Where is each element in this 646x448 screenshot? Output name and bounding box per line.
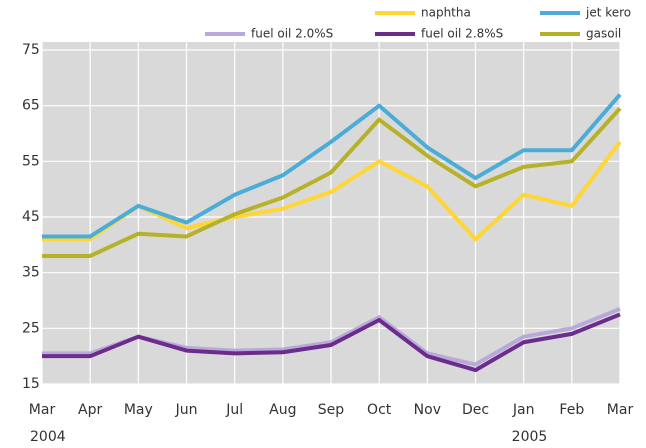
x-tick-label: Aug — [269, 402, 296, 418]
x-tick-label: Oct — [367, 402, 392, 418]
x-tick-label: Apr — [78, 402, 102, 418]
y-tick-label: 45 — [22, 209, 40, 225]
legend-label: fuel oil 2.0%S — [251, 27, 333, 41]
x-tick-label: Mar — [29, 402, 56, 418]
x-tick-label: Jun — [175, 402, 198, 418]
x-year-label: 2005 — [512, 429, 548, 445]
x-tick-label: Dec — [462, 402, 489, 418]
series-line — [42, 107, 622, 258]
legend-label: fuel oil 2.8%S — [421, 27, 503, 41]
x-tick-label: Mar — [607, 402, 634, 418]
legend-label: jet kero — [585, 6, 631, 20]
y-tick-label: 25 — [22, 320, 40, 336]
y-tick-label: 75 — [22, 42, 40, 58]
x-tick-label: Jan — [512, 402, 535, 418]
y-tick-label: 55 — [22, 153, 40, 169]
series-line — [42, 93, 622, 239]
x-tick-label: Sep — [318, 402, 345, 418]
y-tick-label: 65 — [22, 98, 40, 114]
y-tick-label: 15 — [22, 376, 40, 392]
x-tick-label: Feb — [559, 402, 584, 418]
x-tick-label: Nov — [414, 402, 441, 418]
legend-label: gasoil — [586, 27, 621, 41]
x-tick-label: May — [124, 402, 153, 418]
series-line — [42, 312, 621, 373]
x-year-label: 2004 — [30, 429, 66, 445]
legend-label: naphtha — [421, 6, 471, 20]
x-tick-label: Jul — [225, 402, 243, 418]
y-tick-label: 35 — [22, 265, 40, 281]
